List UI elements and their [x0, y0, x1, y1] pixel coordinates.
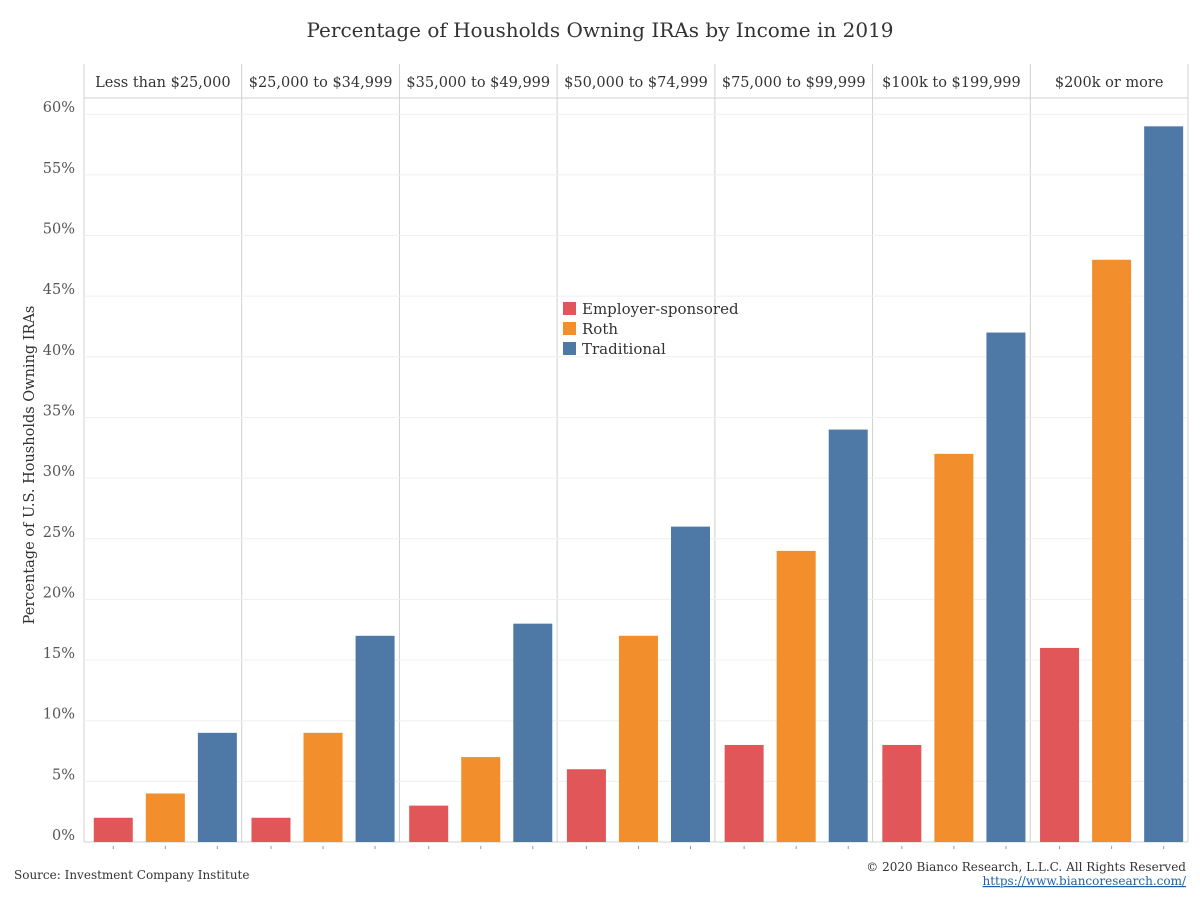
y-tick-label: 40% — [43, 343, 75, 359]
bar — [776, 550, 816, 842]
panel-label: $200k or more — [1055, 75, 1164, 91]
legend[interactable]: Employer-sponsored Roth Traditional — [563, 300, 739, 358]
y-tick-label: 0% — [52, 828, 75, 844]
panel-label: $75,000 to $99,999 — [722, 75, 866, 91]
legend-label: Traditional — [582, 340, 666, 358]
bar — [303, 732, 343, 842]
panel-label: $100k to $199,999 — [882, 75, 1021, 91]
bar — [986, 332, 1026, 842]
y-tick-label: 35% — [43, 403, 75, 419]
legend-swatch — [563, 342, 576, 355]
y-tick-label: 50% — [43, 222, 75, 238]
y-tick-label: 5% — [52, 767, 75, 783]
bar — [1092, 259, 1132, 842]
y-axis-ticks: 0% 5% 10% 15% 20% 25% 30% 35% 40% 45% 50% 55% 60% — [43, 100, 75, 844]
y-tick-label: 20% — [43, 585, 75, 601]
bar — [251, 817, 291, 842]
bar — [724, 744, 764, 842]
y-tick-label: 10% — [43, 707, 75, 723]
panel-label: $50,000 to $74,999 — [564, 75, 708, 91]
y-tick-label: 30% — [43, 464, 75, 480]
copyright-note: © 2020 Bianco Research, L.L.C. All Right… — [866, 860, 1186, 874]
bar — [671, 526, 711, 842]
chart-title: Percentage of Housholds Owning IRAs by I… — [306, 18, 893, 42]
source-note: Source: Investment Company Institute — [14, 868, 249, 882]
y-tick-label: 60% — [43, 100, 75, 116]
bar — [355, 635, 395, 842]
bar — [934, 453, 974, 842]
y-tick-label: 45% — [43, 282, 75, 298]
panel-label: $25,000 to $34,999 — [249, 75, 393, 91]
bars — [93, 126, 1184, 849]
bar — [93, 817, 133, 842]
y-tick-label: 15% — [43, 646, 75, 662]
panel-label: $35,000 to $49,999 — [406, 75, 550, 91]
bar — [461, 757, 501, 842]
y-axis-title: Percentage of U.S. Housholds Owning IRAs — [22, 306, 38, 625]
bar — [1040, 647, 1080, 842]
bar — [409, 805, 449, 842]
bar — [566, 769, 606, 842]
bar — [513, 623, 553, 842]
legend-label: Employer-sponsored — [582, 300, 739, 318]
bar — [828, 429, 868, 842]
legend-swatch — [563, 302, 576, 315]
bar — [882, 744, 922, 842]
bar — [618, 635, 658, 842]
website-link[interactable]: https://www.biancoresearch.com/ — [982, 874, 1186, 888]
legend-label: Roth — [582, 320, 618, 338]
panel-labels: Less than $25,000 $25,000 to $34,999 $35,0… — [95, 75, 1163, 91]
y-tick-label: 25% — [43, 525, 75, 541]
panel-label: Less than $25,000 — [95, 75, 230, 91]
y-tick-label: 55% — [43, 161, 75, 177]
bar — [1144, 126, 1184, 842]
bar — [145, 793, 185, 842]
legend-swatch — [563, 322, 576, 335]
bar — [197, 732, 237, 842]
